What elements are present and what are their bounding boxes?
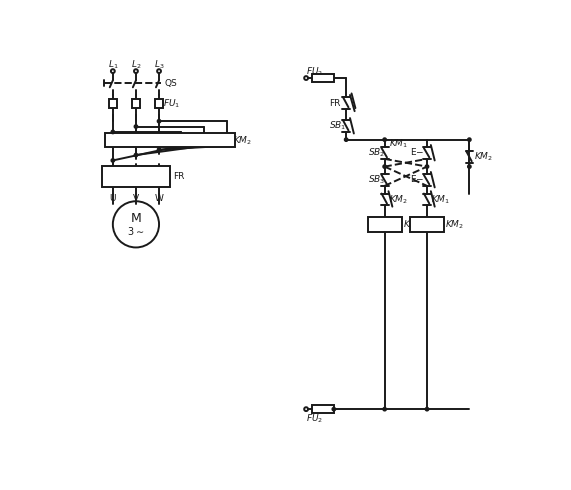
- Text: E$-$: E$-$: [410, 173, 424, 184]
- Text: $KM_2$: $KM_2$: [388, 193, 408, 206]
- Text: $KM_2$: $KM_2$: [474, 151, 493, 163]
- Text: $L_3$: $L_3$: [154, 59, 164, 71]
- Circle shape: [425, 165, 429, 168]
- Text: $KM_1$: $KM_1$: [403, 218, 423, 231]
- Circle shape: [468, 165, 471, 168]
- Bar: [132, 99, 140, 108]
- Circle shape: [468, 138, 471, 141]
- Circle shape: [383, 408, 387, 411]
- Text: $FU_2$: $FU_2$: [306, 66, 323, 78]
- Bar: [312, 74, 334, 82]
- Bar: [105, 133, 235, 147]
- Text: $KM_1$: $KM_1$: [431, 193, 450, 206]
- Bar: [155, 99, 163, 108]
- Text: W: W: [155, 194, 163, 203]
- Bar: [102, 166, 170, 187]
- Circle shape: [344, 138, 348, 141]
- Circle shape: [383, 165, 387, 168]
- Text: $SB_1$: $SB_1$: [329, 120, 347, 132]
- Text: 3$\sim$: 3$\sim$: [127, 224, 144, 237]
- Text: QS: QS: [164, 78, 177, 88]
- Circle shape: [111, 159, 115, 162]
- Circle shape: [134, 125, 138, 128]
- Bar: [312, 405, 334, 413]
- Text: $FU_2$: $FU_2$: [306, 412, 323, 425]
- Text: $L_2$: $L_2$: [131, 59, 141, 71]
- Text: FR: FR: [173, 172, 184, 181]
- Circle shape: [332, 408, 336, 411]
- Text: $KM_1$: $KM_1$: [388, 137, 408, 150]
- Text: E$-$: E$-$: [410, 146, 424, 157]
- Bar: [368, 217, 401, 232]
- Text: $KM_2$: $KM_2$: [233, 135, 252, 147]
- Text: V: V: [133, 194, 139, 203]
- Circle shape: [111, 130, 115, 134]
- Text: $KM_2$: $KM_2$: [445, 218, 465, 231]
- Text: $SB_2$: $SB_2$: [368, 147, 385, 159]
- Text: FR: FR: [329, 98, 340, 108]
- Text: $SB_3$: $SB_3$: [368, 174, 385, 186]
- Text: U: U: [110, 194, 116, 203]
- Bar: [410, 217, 444, 232]
- Circle shape: [383, 138, 387, 141]
- Circle shape: [425, 408, 429, 411]
- Circle shape: [158, 120, 161, 123]
- Text: M: M: [131, 212, 141, 225]
- Circle shape: [134, 153, 138, 157]
- Text: $L_1$: $L_1$: [107, 59, 118, 71]
- Bar: [109, 99, 116, 108]
- Circle shape: [158, 148, 161, 151]
- Text: $KM_1$: $KM_1$: [165, 135, 184, 147]
- Text: $FU_1$: $FU_1$: [163, 97, 180, 110]
